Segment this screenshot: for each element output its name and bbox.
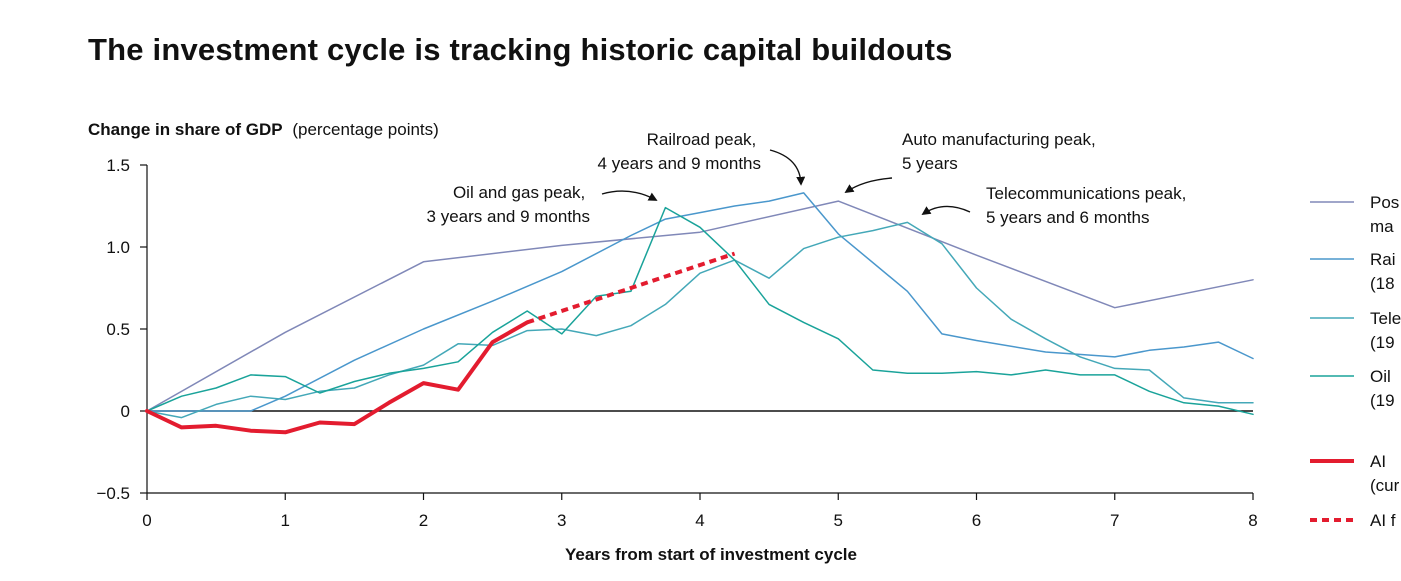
x-tick-label: 7 [1110, 511, 1119, 530]
annotation-oil-gas-peak: Oil and gas peak, 3 years and 9 months [427, 183, 658, 226]
annotation-arrow [921, 205, 971, 215]
x-tick-label: 0 [142, 511, 151, 530]
y-tick-label: −0.5 [96, 484, 130, 503]
x-axis-ticks: 0 1 2 3 4 5 6 7 8 [142, 493, 1258, 530]
annotation-line: 3 years and 9 months [427, 207, 590, 226]
annotation-text: Telecommunications peak, 5 years and 6 m… [986, 184, 1191, 227]
series-layer [145, 192, 1254, 435]
annotation-line: Railroad peak, [647, 130, 757, 149]
annotation-text: Auto manufacturing peak, 5 years [902, 130, 1100, 173]
annotation-arrow [601, 190, 658, 201]
y-axis-label: Change in share of GDP (percentage point… [88, 120, 439, 139]
legend-label: (19 [1370, 391, 1395, 410]
y-axis-label-unit: (percentage points) [292, 120, 438, 139]
legend-label: Rai [1370, 250, 1396, 269]
x-tick-label: 2 [419, 511, 428, 530]
annotation-arrow [844, 177, 893, 193]
x-tick-label: 1 [281, 511, 290, 530]
x-tick-label: 6 [972, 511, 981, 530]
legend-label: AI f [1370, 511, 1396, 530]
y-tick-label: 0 [121, 402, 130, 421]
series-line [526, 251, 736, 325]
annotation-line: 4 years and 9 months [598, 154, 761, 173]
x-tick-label: 3 [557, 511, 566, 530]
annotation-line: 5 years [902, 154, 958, 173]
legend-label: ma [1370, 217, 1394, 236]
annotation-text: Oil and gas peak, 3 years and 9 months [427, 183, 590, 226]
legend-label: (18 [1370, 274, 1395, 293]
series-line [146, 192, 1254, 412]
legend-label: Oil [1370, 367, 1391, 386]
x-tick-label: 8 [1248, 511, 1257, 530]
series-line [146, 200, 1254, 412]
x-tick-label: 5 [834, 511, 843, 530]
legend-label: (19 [1370, 333, 1395, 352]
series-line [146, 206, 1254, 416]
annotation-auto-peak: Auto manufacturing peak, 5 years [844, 130, 1100, 193]
legend: Pos ma Rai (18 Tele (19 Oil (19 AI (cur AI f [1310, 193, 1401, 530]
legend-label: AI [1370, 452, 1386, 471]
annotation-railroad-peak: Railroad peak, 4 years and 9 months [598, 130, 806, 186]
y-tick-label: 1.0 [106, 238, 130, 257]
x-tick-label: 4 [695, 511, 704, 530]
legend-label: (cur [1370, 476, 1400, 495]
legend-label: Pos [1370, 193, 1399, 212]
annotation-line: Oil and gas peak, [453, 183, 585, 202]
y-tick-label: 1.5 [106, 156, 130, 175]
y-axis-label-bold: Change in share of GDP [88, 120, 283, 139]
chart-title: The investment cycle is tracking histori… [88, 32, 953, 67]
y-tick-label: 0.5 [106, 320, 130, 339]
y-axis-ticks: −0.5 0 0.5 1.0 1.5 [96, 156, 147, 503]
annotation-arrow [769, 149, 806, 186]
series-line [146, 221, 1254, 419]
x-axis-label: Years from start of investment cycle [565, 545, 857, 564]
legend-label: Tele [1370, 309, 1401, 328]
annotation-line: 5 years and 6 months [986, 208, 1149, 227]
annotation-line: Auto manufacturing peak, [902, 130, 1096, 149]
series-line [145, 320, 530, 435]
annotation-line: Telecommunications peak, [986, 184, 1186, 203]
annotation-text: Railroad peak, 4 years and 9 months [598, 130, 761, 173]
annotation-telecom-peak: Telecommunications peak, 5 years and 6 m… [921, 184, 1191, 227]
